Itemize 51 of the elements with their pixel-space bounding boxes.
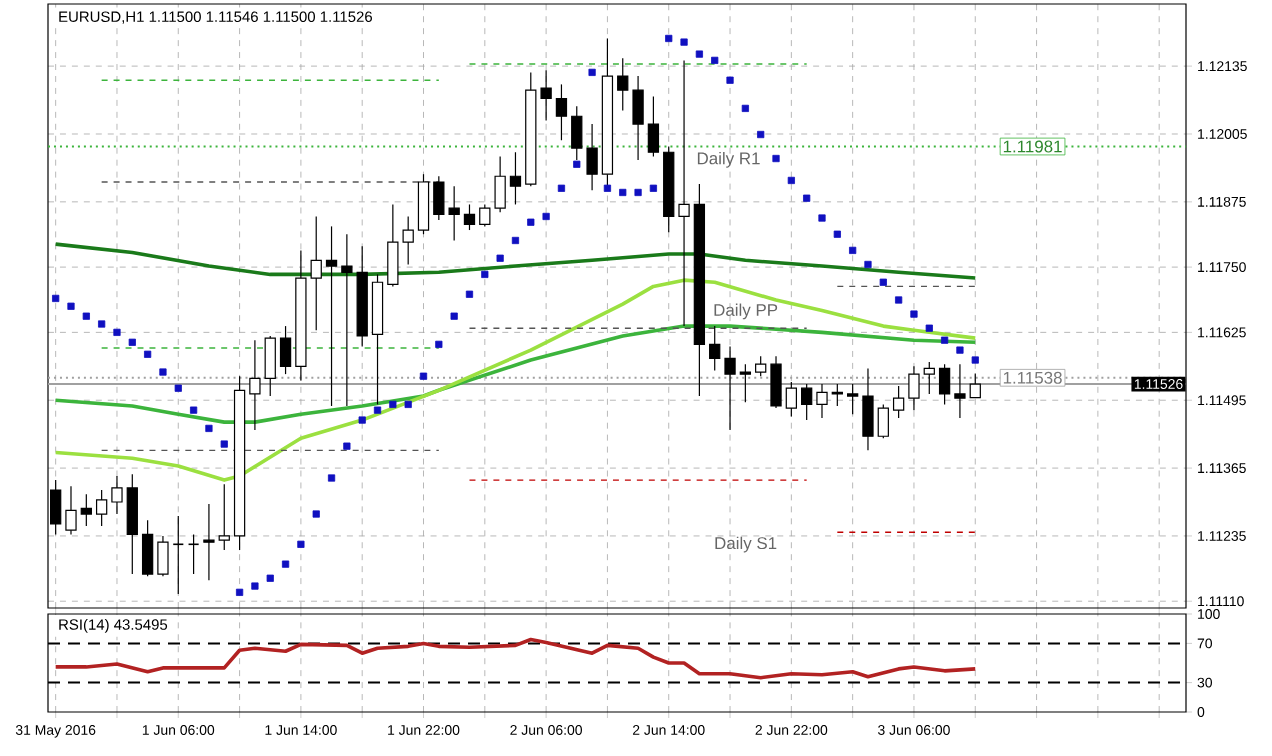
- candlestick: [203, 503, 215, 581]
- candlestick: [279, 325, 292, 375]
- candlestick: [724, 345, 736, 431]
- annotation: Daily S1: [715, 536, 777, 553]
- candlestick: [801, 383, 813, 421]
- candlestick: [95, 489, 108, 527]
- candlestick: [892, 385, 905, 419]
- candlestick: [709, 325, 721, 372]
- candlestick: [111, 475, 123, 515]
- candlestick: [678, 59, 690, 327]
- candlestick: [846, 383, 859, 415]
- candlestick: [923, 361, 935, 395]
- candlestick: [632, 75, 644, 161]
- candlestick: [739, 363, 752, 403]
- candlestick: [816, 383, 828, 419]
- candlestick: [938, 363, 951, 405]
- ref-line-label: 1.11538: [1003, 371, 1062, 384]
- candlestick: [509, 151, 522, 206]
- candlestick: [218, 483, 230, 551]
- candlestick: [571, 105, 583, 161]
- candlestick: [954, 363, 966, 419]
- candlestick: [862, 367, 874, 451]
- candlestick: [141, 519, 154, 577]
- candlestick: [647, 95, 660, 158]
- candlestick: [617, 57, 629, 112]
- candlestick: [310, 215, 322, 331]
- line-series: [53, 637, 978, 680]
- line-series: [53, 324, 978, 424]
- candlestick: [264, 335, 276, 397]
- candlestick: [80, 493, 92, 527]
- candlestick: [755, 355, 767, 377]
- ref-line-label: 1.11981: [1003, 140, 1062, 153]
- annotation: Daily PP: [714, 303, 778, 320]
- candlestick: [463, 203, 476, 231]
- candlestick: [555, 83, 568, 141]
- candlestick: [908, 365, 920, 411]
- candlestick: [249, 339, 261, 431]
- candlestick: [586, 123, 598, 191]
- candlestick: [877, 403, 889, 439]
- annotation: Daily R1: [697, 151, 760, 168]
- candlestick: [126, 473, 138, 575]
- candlestick: [65, 485, 77, 535]
- candlestick: [969, 373, 981, 399]
- candlestick: [325, 225, 338, 407]
- line-series: [53, 278, 978, 482]
- line-series: [53, 242, 978, 280]
- candlestick: [831, 383, 843, 407]
- candlestick: [157, 535, 169, 577]
- candlestick: [540, 69, 552, 122]
- candlestick: [770, 355, 782, 409]
- candlestick: [785, 381, 797, 418]
